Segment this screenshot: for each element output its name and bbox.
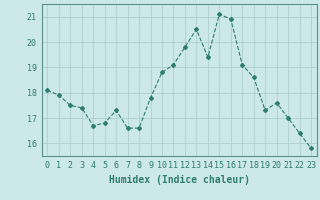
X-axis label: Humidex (Indice chaleur): Humidex (Indice chaleur) bbox=[109, 175, 250, 185]
